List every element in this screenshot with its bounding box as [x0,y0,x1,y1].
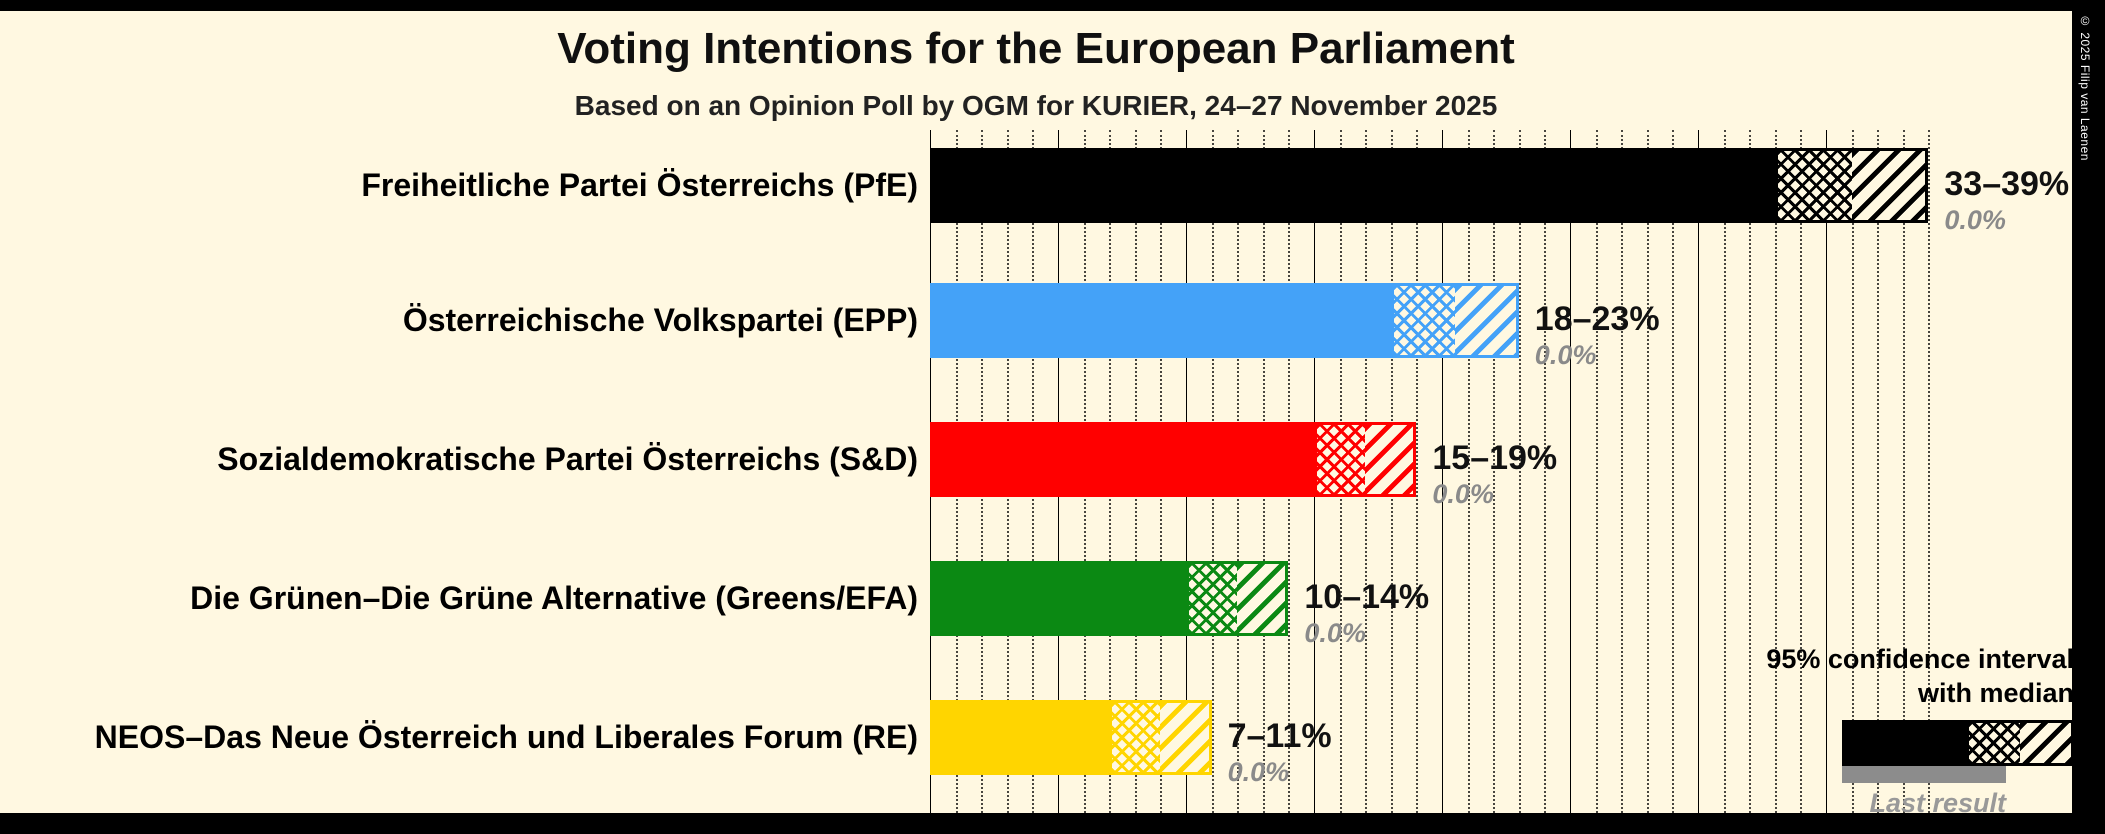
bar-row [930,561,1289,636]
minor-gridline [1493,130,1496,813]
minor-gridline [1672,130,1675,813]
ci-range-label: 10–14% [1304,578,1430,616]
minor-gridline [1851,130,1854,813]
legend-solid-segment [1842,720,1966,766]
bar-confidence-segment [1774,148,1929,223]
legend-sample-bar [1842,720,2074,766]
bar-crosshatch-segment [1189,564,1238,633]
ci-range-label: 7–11% [1227,717,1332,755]
bar-confidence-segment [1390,283,1519,358]
bar-solid-segment [930,700,1110,775]
legend-crosshatch-segment [1969,723,2020,763]
ci-range-label: 18–23% [1534,300,1660,338]
bar-confidence-segment [1314,422,1417,497]
last-result-label: 0.0% [1304,618,1366,648]
last-result-label: 0.0% [1432,479,1494,509]
ci-range-label: 15–19% [1432,439,1558,477]
last-result-label: 0.0% [1944,205,2006,235]
minor-gridline [1902,130,1905,813]
bar-row [930,422,1417,497]
chart-title: Voting Intentions for the European Parli… [557,24,1515,73]
bar-confidence-segment [1109,700,1212,775]
major-gridline [1570,130,1571,813]
party-label: Sozialdemokratische Partei Österreichs (… [217,441,918,477]
legend-confidence-segment [1966,720,2074,766]
minor-gridline [1928,130,1931,813]
value-block: 7–11% 0.0% [1228,716,1332,788]
bar-solid-segment [930,283,1391,358]
bar-crosshatch-segment [1317,425,1366,494]
party-label: Freiheitliche Partei Österreichs (PfE) [361,167,918,203]
bar-diagonal-segment [1851,151,1926,220]
bar-crosshatch-segment [1777,151,1852,220]
minor-gridline [1774,130,1777,813]
minor-gridline [1723,130,1726,813]
value-block: 10–14% 0.0% [1304,577,1429,649]
minor-gridline [1544,130,1547,813]
top-border-strip [0,0,2105,11]
party-label: NEOS–Das Neue Österreich und Liberales F… [94,719,918,755]
value-block: 18–23% 0.0% [1535,299,1660,371]
party-label: Österreichische Volkspartei (EPP) [402,302,918,338]
minor-gridline [1416,130,1419,813]
bar-confidence-segment [1186,561,1289,636]
minor-gridline [1621,130,1624,813]
major-gridline [1698,130,1699,813]
major-gridline [1826,130,1827,813]
legend-title: 95% confidence interval with median [1500,642,2074,710]
minor-gridline [1800,130,1803,813]
bar-diagonal-segment [1454,286,1516,355]
ci-range-label: 33–39% [1944,165,2070,203]
minor-gridline [1646,130,1649,813]
bar-crosshatch-segment [1393,286,1455,355]
bar-crosshatch-segment [1112,703,1161,772]
bar-row [930,148,1929,223]
minor-gridline [1467,130,1470,813]
minor-gridline [1595,130,1598,813]
last-result-label: 0.0% [1534,340,1597,370]
minor-gridline [1877,130,1880,813]
bar-diagonal-segment [1160,703,1209,772]
legend-diagonal-segment [2020,723,2071,763]
value-block: 15–19% 0.0% [1432,438,1557,510]
bar-solid-segment [930,422,1314,497]
bar-row [930,700,1212,775]
party-label: Die Grünen–Die Grüne Alternative (Greens… [190,580,918,616]
chart-subtitle: Based on an Opinion Poll by OGM for KURI… [574,90,1498,121]
bottom-border-strip [0,813,2105,834]
major-gridline [1442,130,1443,813]
bar-solid-segment [930,148,1775,223]
bar-diagonal-segment [1237,564,1286,633]
legend-title-line1: 95% confidence interval [1766,644,2074,674]
minor-gridline [1518,130,1521,813]
value-block: 33–39% 0.0% [1944,164,2069,236]
bar-diagonal-segment [1365,425,1414,494]
bar-solid-segment [930,561,1186,636]
legend-title-line2: with median [1917,678,2074,708]
minor-gridline [1749,130,1752,813]
legend-last-result-bar [1842,766,2006,783]
bar-row [930,283,1519,358]
copyright-text: © 2025 Filip van Laenen [2078,14,2092,161]
last-result-label: 0.0% [1227,757,1290,787]
right-border-strip: © 2025 Filip van Laenen [2072,0,2105,834]
